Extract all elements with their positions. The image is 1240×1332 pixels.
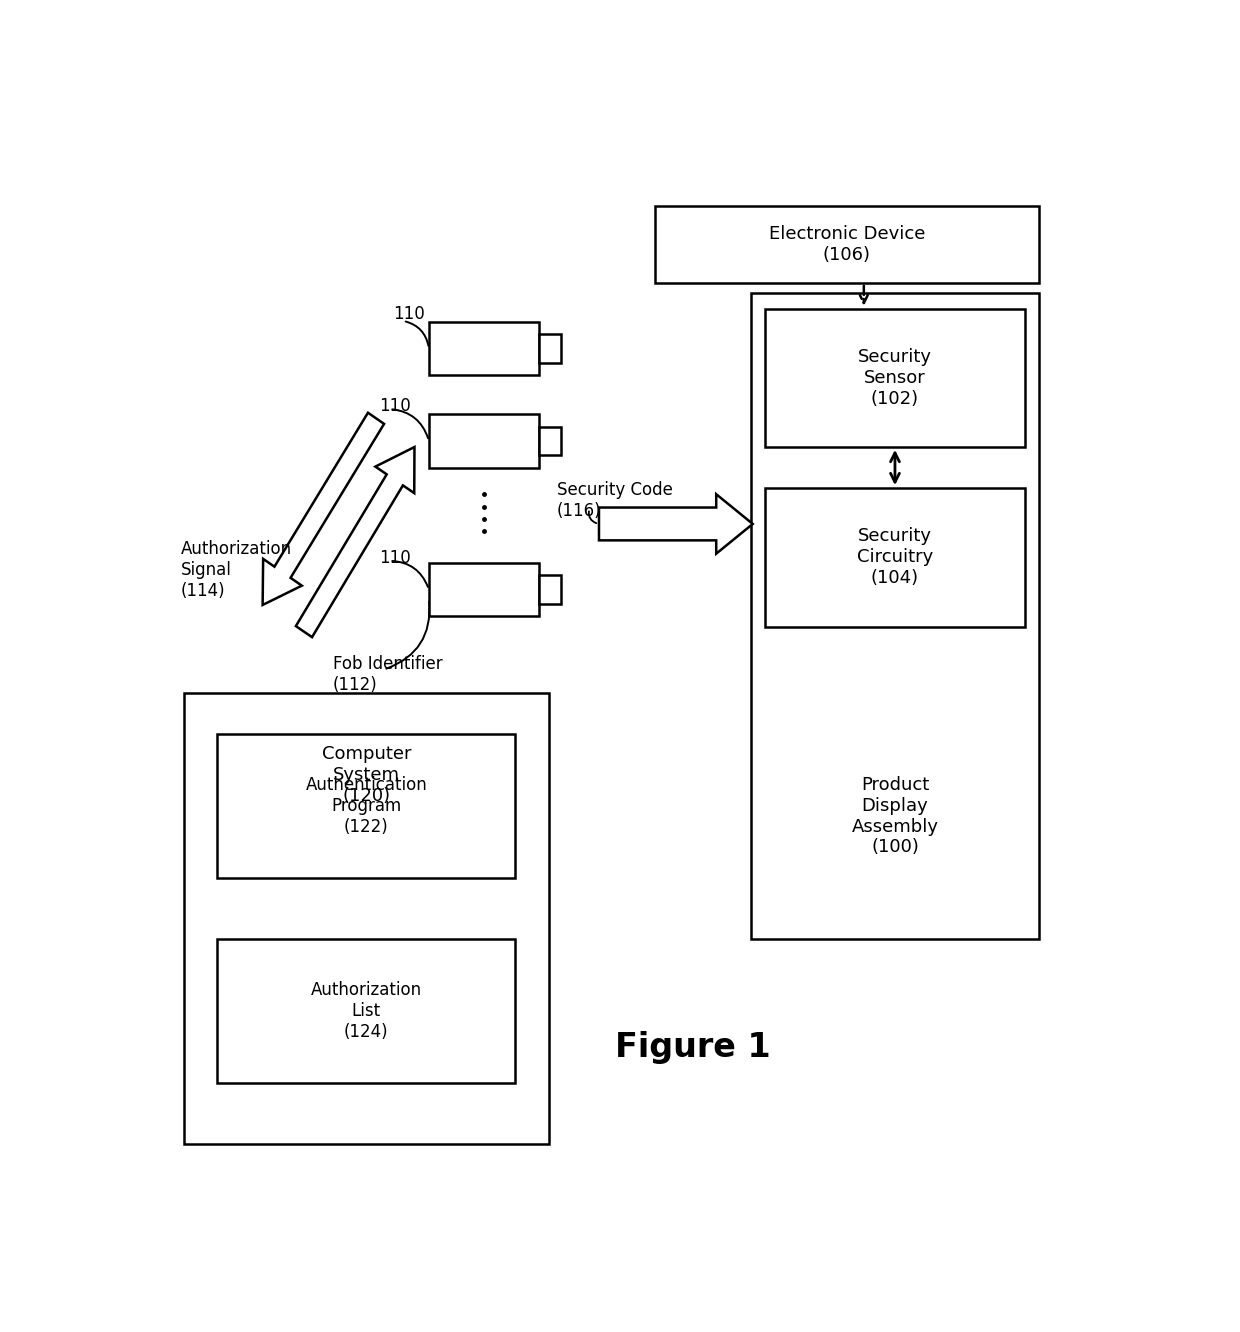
Text: Security Code
(116): Security Code (116) xyxy=(557,481,672,519)
Text: Security
Sensor
(102): Security Sensor (102) xyxy=(858,348,932,408)
FancyBboxPatch shape xyxy=(429,322,539,376)
FancyBboxPatch shape xyxy=(655,206,1039,282)
FancyBboxPatch shape xyxy=(539,426,560,456)
FancyBboxPatch shape xyxy=(429,563,539,617)
Text: 110: 110 xyxy=(379,549,410,567)
FancyBboxPatch shape xyxy=(217,734,516,878)
FancyBboxPatch shape xyxy=(184,693,549,1144)
FancyBboxPatch shape xyxy=(429,414,539,468)
Polygon shape xyxy=(263,413,384,605)
Text: Figure 1: Figure 1 xyxy=(615,1031,771,1063)
Text: Security
Circuitry
(104): Security Circuitry (104) xyxy=(857,527,932,587)
Text: Fob Identifier
(112): Fob Identifier (112) xyxy=(332,655,443,694)
FancyBboxPatch shape xyxy=(765,309,1024,448)
FancyBboxPatch shape xyxy=(217,939,516,1083)
Text: Authentication
Program
(122): Authentication Program (122) xyxy=(305,777,428,835)
Text: Computer
System
(120): Computer System (120) xyxy=(321,746,412,805)
FancyBboxPatch shape xyxy=(751,293,1039,939)
FancyBboxPatch shape xyxy=(539,334,560,362)
Text: 110: 110 xyxy=(379,397,410,416)
Polygon shape xyxy=(599,494,753,554)
Text: 110: 110 xyxy=(393,305,425,322)
Text: Electronic Device
(106): Electronic Device (106) xyxy=(769,225,925,264)
FancyBboxPatch shape xyxy=(539,575,560,603)
FancyBboxPatch shape xyxy=(765,488,1024,626)
Text: Authorization
List
(124): Authorization List (124) xyxy=(311,982,422,1040)
Text: Authorization
Signal
(114): Authorization Signal (114) xyxy=(181,541,293,599)
Polygon shape xyxy=(296,448,414,637)
Text: Product
Display
Assembly
(100): Product Display Assembly (100) xyxy=(852,777,939,856)
